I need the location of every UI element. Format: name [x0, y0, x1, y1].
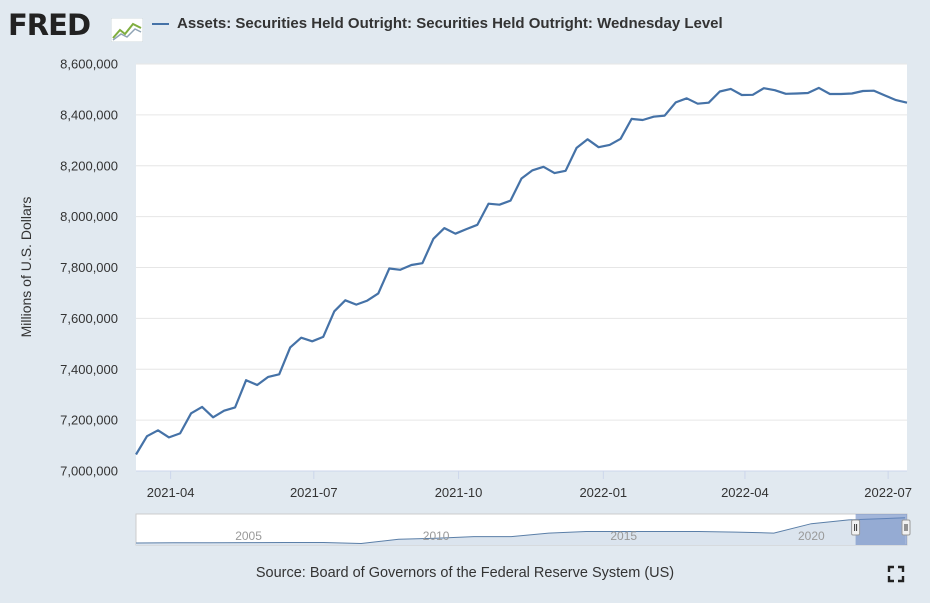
x-tick-label: 2022-04 — [721, 485, 769, 500]
y-axis-label: Millions of U.S. Dollars — [18, 197, 34, 338]
y-tick-label: 8,600,000 — [60, 57, 118, 72]
chart-legend[interactable]: Assets: Securities Held Outright: Securi… — [152, 15, 723, 32]
y-axis-ticks: 7,000,000 7,200,000 7,400,000 7,600,000 7,80… — [60, 57, 118, 479]
x-tick-label: 2022-01 — [579, 485, 627, 500]
navigator-selection[interactable] — [855, 514, 907, 545]
y-tick-label: 8,400,000 — [60, 107, 118, 122]
series-line[interactable] — [135, 86, 908, 456]
x-tick-label: 2021-04 — [147, 485, 195, 500]
navigator-line — [135, 517, 906, 545]
series-group — [135, 86, 908, 456]
navigator-year-label: 2015 — [610, 529, 637, 543]
y-tick-label: 7,000,000 — [60, 464, 118, 479]
navigator[interactable]: 2005 2010 2015 2020 — [135, 513, 911, 546]
y-tick-label: 7,200,000 — [60, 413, 118, 428]
navigator-handle[interactable] — [901, 519, 911, 536]
grid-lines — [136, 63, 907, 472]
navigator-year-label: 2010 — [423, 529, 450, 543]
navigator-year-label: 2020 — [798, 529, 825, 543]
y-tick-label: 8,000,000 — [60, 209, 118, 224]
x-axis-ticks: 2021-04 2021-07 2021-10 2022-01 2022-04 2022-… — [147, 471, 912, 500]
x-tick-label: 2022-07 — [864, 485, 912, 500]
fullscreen-icon[interactable] — [887, 565, 905, 583]
y-tick-label: 7,800,000 — [60, 260, 118, 275]
y-tick-label: 8,200,000 — [60, 158, 118, 173]
legend-label: Assets: Securities Held Outright: Securi… — [177, 15, 723, 32]
logo-text: FRED — [8, 8, 91, 42]
navigator-area — [136, 517, 906, 545]
legend-swatch — [152, 22, 169, 25]
y-tick-label: 7,600,000 — [60, 311, 118, 326]
x-tick-label: 2021-07 — [290, 485, 338, 500]
line-chart: 7,000,000 7,200,000 7,400,000 7,600,000 7,80… — [18, 57, 912, 546]
fred-graph-icon — [111, 18, 143, 42]
y-tick-label: 7,400,000 — [60, 362, 118, 377]
navigator-handle[interactable] — [851, 519, 861, 536]
x-tick-label: 2021-10 — [435, 485, 483, 500]
navigator-year-label: 2005 — [235, 529, 262, 543]
source-note: Source: Board of Governors of the Federa… — [255, 565, 675, 581]
